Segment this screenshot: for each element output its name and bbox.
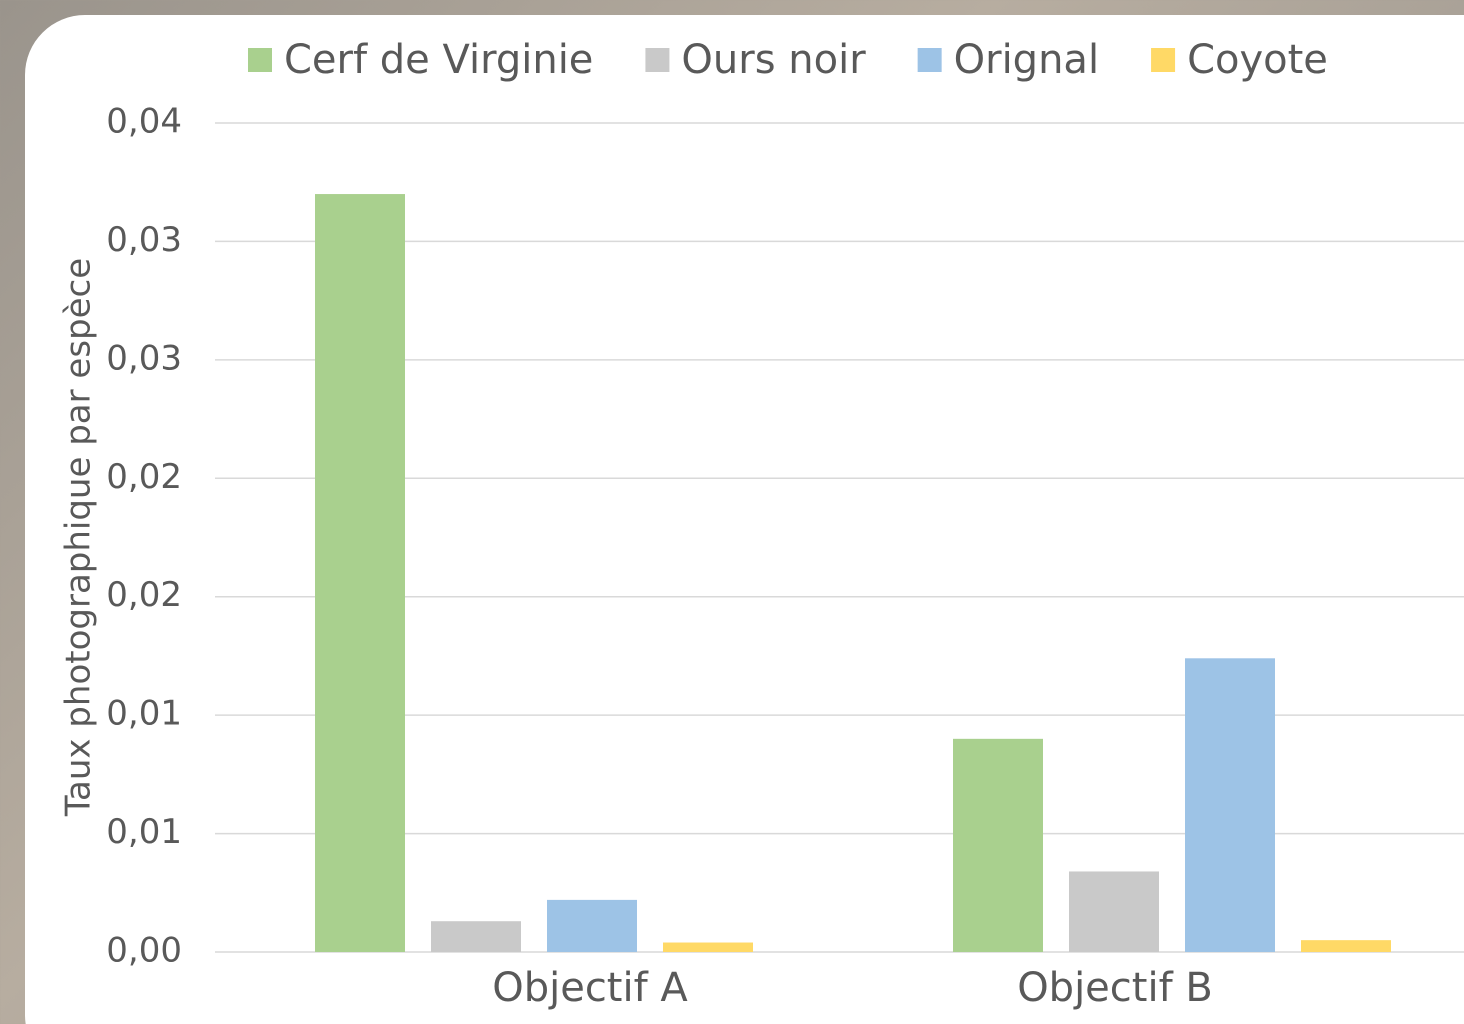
y-tick-label: 0,01 (106, 812, 182, 852)
legend-label: Orignal (954, 37, 1099, 83)
legend-label: Cerf de Virginie (284, 37, 593, 83)
legend-swatch (917, 48, 942, 72)
bar (315, 194, 405, 953)
bar (663, 942, 753, 952)
bar (1301, 940, 1391, 952)
bar (1069, 871, 1159, 952)
y-tick-label: 0,03 (106, 338, 182, 378)
y-tick-label: 0,02 (106, 575, 182, 615)
legend-swatch (248, 48, 272, 72)
y-tick-label: 0,02 (106, 457, 182, 497)
y-axis-title: Taux photographique par espèce (59, 258, 99, 817)
y-tick-label: 0,03 (106, 220, 182, 260)
legend-label: Coyote (1187, 37, 1328, 83)
legend-label: Ours noir (681, 37, 866, 83)
y-tick-label: 0,04 (106, 102, 182, 142)
bar (547, 899, 637, 952)
bar (1185, 658, 1275, 952)
legend-swatch (1151, 48, 1176, 72)
bar (953, 738, 1043, 952)
legend-swatch (645, 48, 670, 72)
bar (431, 921, 521, 952)
y-tick-label: 0,01 (106, 694, 182, 734)
y-tick-label: 0,00 (106, 931, 182, 971)
x-tick-label: Objectif B (1017, 965, 1213, 1011)
x-tick-label: Objectif A (492, 965, 688, 1011)
